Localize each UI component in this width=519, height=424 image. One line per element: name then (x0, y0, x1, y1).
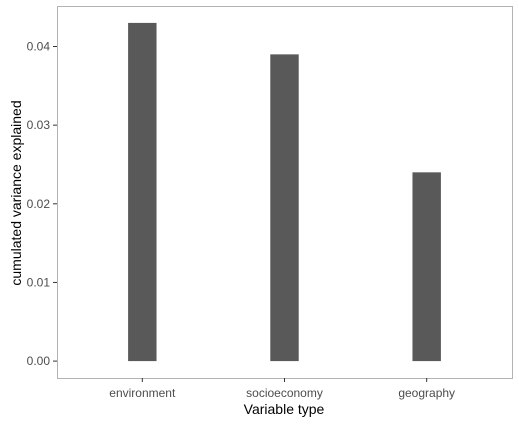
y-tick-label: 0.01 (27, 275, 51, 289)
y-tick-label: 0.04 (27, 40, 51, 54)
bar-socioeconomy (270, 54, 298, 361)
x-tick-label-geography: geography (398, 386, 455, 400)
bar-environment (128, 23, 156, 361)
y-tick-label: 0.03 (27, 118, 51, 132)
x-tick-label-environment: environment (109, 386, 176, 400)
bar-geography (412, 172, 440, 361)
y-tick-label: 0.02 (27, 197, 51, 211)
x-axis-title: Variable type (244, 401, 325, 417)
y-axis-title: cumulated variance explained (8, 100, 24, 285)
y-tick-label: 0.00 (27, 354, 51, 368)
x-tick-label-socioeconomy: socioeconomy (246, 386, 323, 400)
